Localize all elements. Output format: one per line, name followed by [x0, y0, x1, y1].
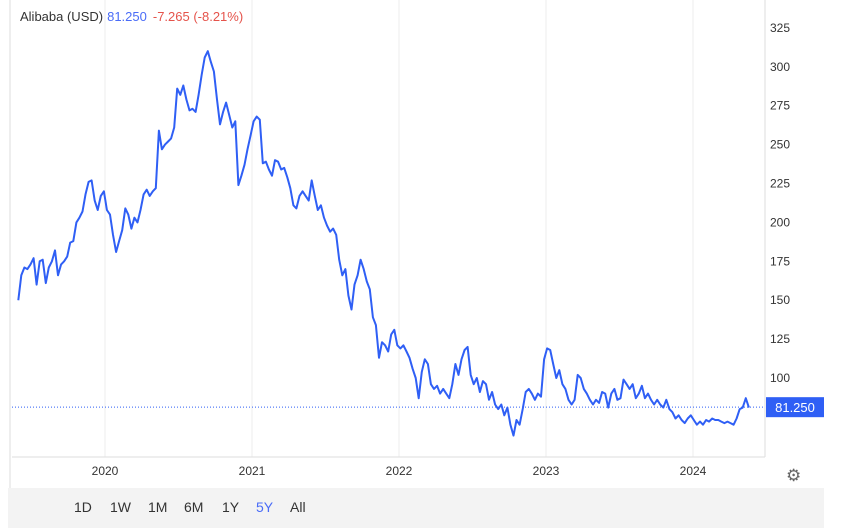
range-1y[interactable]: 1Y: [222, 499, 240, 515]
x-tick-label: 2022: [386, 464, 413, 478]
range-1d[interactable]: 1D: [74, 499, 92, 515]
y-tick-label: 250: [770, 138, 790, 152]
x-tick-label: 2021: [239, 464, 266, 478]
range-all[interactable]: All: [290, 499, 306, 515]
y-tick-label: 225: [770, 177, 790, 191]
last-price-badge: [766, 397, 824, 418]
y-tick-label: 100: [770, 371, 790, 385]
y-tick-label: 300: [770, 60, 790, 74]
x-tick-label: 2024: [680, 464, 707, 478]
x-tick-label: 2020: [92, 464, 119, 478]
last-price-label: 81.250: [775, 400, 815, 415]
price-chart[interactable]: 2020 2021 2022 2023 2024 100 125 150 175 200 225 25…: [0, 0, 844, 488]
chart-header: Alibaba (USD) 81.250 -7.265 (-8.21%): [20, 9, 243, 24]
plot-area: [12, 0, 765, 457]
current-price: 81.250: [107, 9, 147, 24]
x-tick-label: 2023: [533, 464, 560, 478]
y-tick-label: 150: [770, 293, 790, 307]
range-6m[interactable]: 6M: [184, 499, 204, 515]
y-tick-label: 200: [770, 215, 790, 229]
y-tick-label: 275: [770, 99, 790, 113]
y-tick-label: 175: [770, 254, 790, 268]
range-1m[interactable]: 1M: [148, 499, 168, 515]
price-change: -7.265 (-8.21%): [152, 9, 244, 24]
range-5y[interactable]: 5Y: [256, 499, 274, 515]
y-tick-label: 125: [770, 332, 790, 346]
y-tick-label: 325: [770, 21, 790, 35]
settings-gear-icon[interactable]: ⚙: [786, 466, 802, 485]
series-line-alibaba: [17, 50, 750, 437]
ticker-name: Alibaba (USD): [20, 9, 104, 24]
range-1w[interactable]: 1W: [110, 499, 131, 515]
range-selector: 1D 1W 1M 6M 1Y 5Y All: [8, 488, 824, 528]
